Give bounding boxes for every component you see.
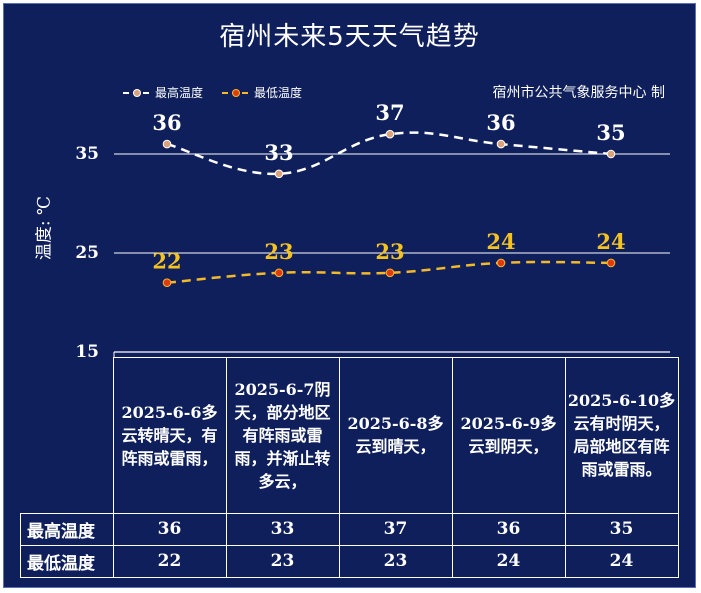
y-tick-label: 15 [75,342,99,362]
data-label-low: 23 [264,239,293,264]
data-label-high: 33 [264,140,293,165]
chart-panel: 宿州未来5天天气趋势 最高温度 最低温度 宿州市公共气象服务中心 制 温度: ℃… [3,3,696,588]
data-point-high [274,169,284,179]
data-point-high [496,139,506,149]
legend: 最高温度 最低温度 [122,84,302,101]
legend-entry-high: 最高温度 [122,84,203,101]
forecast-description-cell: 2025-6-7阴天，部分地区有阵雨或雷雨，并渐止转多云， [225,357,340,514]
data-label-high: 37 [375,100,404,125]
data-point-high [606,149,616,159]
table-cell: 24 [564,544,679,578]
legend-swatch-low [222,88,251,97]
data-label-high: 36 [152,110,181,135]
table-cell: 23 [225,544,340,578]
chart-title: 宿州未来5天天气趋势 [219,22,480,52]
table-row: 最低温度 22 23 23 24 24 [20,544,679,578]
data-point-low [274,268,284,278]
forecast-description-cell: 2025-6-9多云到阴天， [451,357,566,514]
legend-entry-low: 最低温度 [221,84,302,101]
forecast-description-cell: 2025-6-8多云到晴天， [338,357,453,514]
table-cell: 36 [451,512,566,546]
data-point-low [162,278,172,288]
forecast-description-cell: 2025-6-10多云有时阴天，局部地区有阵雨或雷雨。 [564,357,679,514]
legend-label-high: 最高温度 [155,86,204,100]
table-corner-cell [20,357,114,514]
row-label-low: 最低温度 [20,544,114,578]
data-label-high: 36 [486,110,515,135]
legend-label-low: 最低温度 [254,86,303,100]
table-cell: 24 [451,544,566,578]
y-tick-label: 35 [75,144,99,164]
table-cell: 37 [338,512,453,546]
forecast-table: 2025-6-6多云转晴天，有阵雨或雷雨， 2025-6-7阴天，部分地区有阵雨… [20,357,679,578]
producer-credit: 宿州市公共气象服务中心 制 [492,85,665,101]
series-line-high [166,131,612,176]
data-label-low: 23 [375,239,404,264]
data-point-low [385,268,395,278]
data-point-high [162,139,172,149]
data-point-low [496,258,506,268]
plot-area: 36 33 37 36 35 22 23 23 24 24 [113,100,670,358]
data-point-high [385,129,395,139]
data-point-low [606,258,616,268]
data-label-high: 35 [596,120,625,145]
row-label-high: 最高温度 [20,512,114,546]
data-label-low: 22 [152,249,181,274]
data-label-low: 24 [486,229,515,254]
table-cell: 33 [225,512,340,546]
table-cell: 22 [112,544,227,578]
forecast-description-cell: 2025-6-6多云转晴天，有阵雨或雷雨， [112,357,227,514]
data-label-low: 24 [596,229,625,254]
legend-swatch-high [123,88,151,97]
table-cell: 36 [112,512,227,546]
table-row: 2025-6-6多云转晴天，有阵雨或雷雨， 2025-6-7阴天，部分地区有阵雨… [20,357,679,514]
table-cell: 23 [338,544,453,578]
table-row: 最高温度 36 33 37 36 35 [20,512,679,546]
table-cell: 35 [564,512,679,546]
y-tick-label: 25 [75,243,99,263]
